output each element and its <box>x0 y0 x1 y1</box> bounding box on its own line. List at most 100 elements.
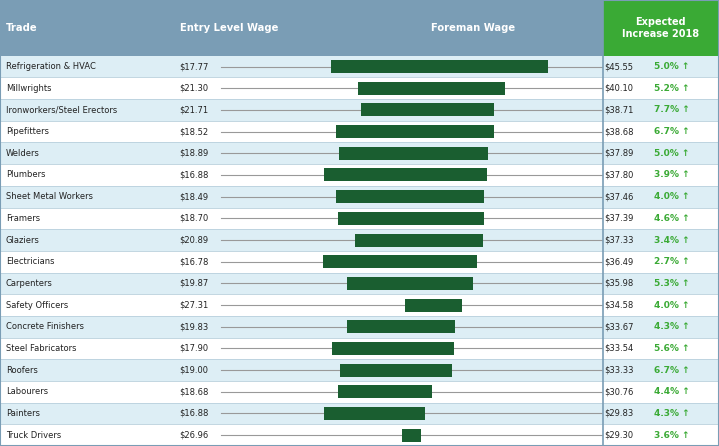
Bar <box>403 429 421 442</box>
Text: Welders: Welders <box>6 149 40 158</box>
Text: 5.0% ↑: 5.0% ↑ <box>654 62 690 71</box>
Bar <box>603 251 719 273</box>
Text: $20.89: $20.89 <box>180 235 209 244</box>
Bar <box>338 212 484 225</box>
Bar <box>0 121 603 142</box>
Text: Expected
Increase 2018: Expected Increase 2018 <box>622 17 700 39</box>
Text: $19.83: $19.83 <box>180 322 209 331</box>
Text: 4.6% ↑: 4.6% ↑ <box>654 214 690 223</box>
Text: 3.4% ↑: 3.4% ↑ <box>654 235 690 244</box>
Text: 5.0% ↑: 5.0% ↑ <box>654 149 690 158</box>
Text: $16.78: $16.78 <box>180 257 209 266</box>
Text: $33.54: $33.54 <box>604 344 633 353</box>
Text: $27.31: $27.31 <box>180 301 209 310</box>
Bar <box>603 186 719 207</box>
Text: 5.6% ↑: 5.6% ↑ <box>654 344 690 353</box>
Bar <box>603 78 719 99</box>
Text: Refrigeration & HVAC: Refrigeration & HVAC <box>6 62 96 71</box>
Bar <box>0 0 603 56</box>
Bar <box>0 99 603 121</box>
Bar <box>603 273 719 294</box>
Text: 4.0% ↑: 4.0% ↑ <box>654 192 690 201</box>
Bar <box>603 316 719 338</box>
Text: 4.0% ↑: 4.0% ↑ <box>654 301 690 310</box>
Text: $18.68: $18.68 <box>180 387 209 396</box>
Bar <box>0 403 603 424</box>
Text: $21.30: $21.30 <box>180 84 209 93</box>
Text: $37.33: $37.33 <box>604 235 633 244</box>
Bar <box>405 298 462 312</box>
Text: Painters: Painters <box>6 409 40 418</box>
Text: Framers: Framers <box>6 214 40 223</box>
Text: $29.83: $29.83 <box>604 409 633 418</box>
Text: $21.71: $21.71 <box>180 105 209 115</box>
Text: $37.89: $37.89 <box>604 149 633 158</box>
Text: $26.96: $26.96 <box>180 431 209 440</box>
Bar <box>338 385 432 398</box>
Text: 4.3% ↑: 4.3% ↑ <box>654 409 690 418</box>
Bar <box>0 56 603 78</box>
Text: 5.2% ↑: 5.2% ↑ <box>654 84 690 93</box>
Bar <box>0 424 603 446</box>
Bar <box>603 229 719 251</box>
Bar <box>0 207 603 229</box>
Text: Foreman Wage: Foreman Wage <box>431 23 516 33</box>
Text: Pipefitters: Pipefitters <box>6 127 49 136</box>
Text: $35.98: $35.98 <box>604 279 633 288</box>
Text: Steel Fabricators: Steel Fabricators <box>6 344 76 353</box>
Bar <box>603 359 719 381</box>
Text: $38.68: $38.68 <box>604 127 633 136</box>
Text: Roofers: Roofers <box>6 366 37 375</box>
Bar <box>603 338 719 359</box>
Bar <box>0 273 603 294</box>
Text: $34.58: $34.58 <box>604 301 633 310</box>
Text: Electricians: Electricians <box>6 257 54 266</box>
Text: $16.88: $16.88 <box>180 170 209 179</box>
Bar <box>603 56 719 78</box>
Text: 4.4% ↑: 4.4% ↑ <box>654 387 690 396</box>
Bar <box>603 121 719 142</box>
Text: $16.88: $16.88 <box>180 409 209 418</box>
Text: $18.49: $18.49 <box>180 192 209 201</box>
Text: Millwrights: Millwrights <box>6 84 51 93</box>
Bar <box>0 294 603 316</box>
Bar <box>0 164 603 186</box>
Text: $18.89: $18.89 <box>180 149 209 158</box>
Text: 4.3% ↑: 4.3% ↑ <box>654 322 690 331</box>
Text: $30.76: $30.76 <box>604 387 633 396</box>
Bar <box>336 190 485 203</box>
Bar <box>603 99 719 121</box>
Text: 6.7% ↑: 6.7% ↑ <box>654 366 690 375</box>
Bar <box>331 60 548 73</box>
Bar <box>324 407 425 420</box>
Text: 3.6% ↑: 3.6% ↑ <box>654 431 690 440</box>
Bar <box>347 320 455 333</box>
Bar <box>355 234 483 247</box>
Bar <box>324 169 487 182</box>
Text: $33.33: $33.33 <box>604 366 633 375</box>
Bar <box>0 229 603 251</box>
Text: $33.67: $33.67 <box>604 322 633 331</box>
Text: $19.00: $19.00 <box>180 366 209 375</box>
Bar <box>603 0 719 56</box>
Bar <box>323 255 477 268</box>
Bar <box>603 294 719 316</box>
Bar <box>0 142 603 164</box>
Text: Entry Level Wage: Entry Level Wage <box>180 23 278 33</box>
Text: $29.30: $29.30 <box>604 431 633 440</box>
Bar <box>603 142 719 164</box>
Text: Sheet Metal Workers: Sheet Metal Workers <box>6 192 93 201</box>
Bar <box>336 125 494 138</box>
Bar <box>0 251 603 273</box>
Text: Truck Drivers: Truck Drivers <box>6 431 61 440</box>
Bar <box>0 381 603 403</box>
Text: Carpenters: Carpenters <box>6 279 52 288</box>
Bar <box>0 316 603 338</box>
Bar <box>603 164 719 186</box>
Text: $17.90: $17.90 <box>180 344 209 353</box>
Text: Safety Officers: Safety Officers <box>6 301 68 310</box>
Bar <box>331 342 454 355</box>
Text: Trade: Trade <box>6 23 37 33</box>
Text: $37.80: $37.80 <box>604 170 633 179</box>
Text: Labourers: Labourers <box>6 387 48 396</box>
